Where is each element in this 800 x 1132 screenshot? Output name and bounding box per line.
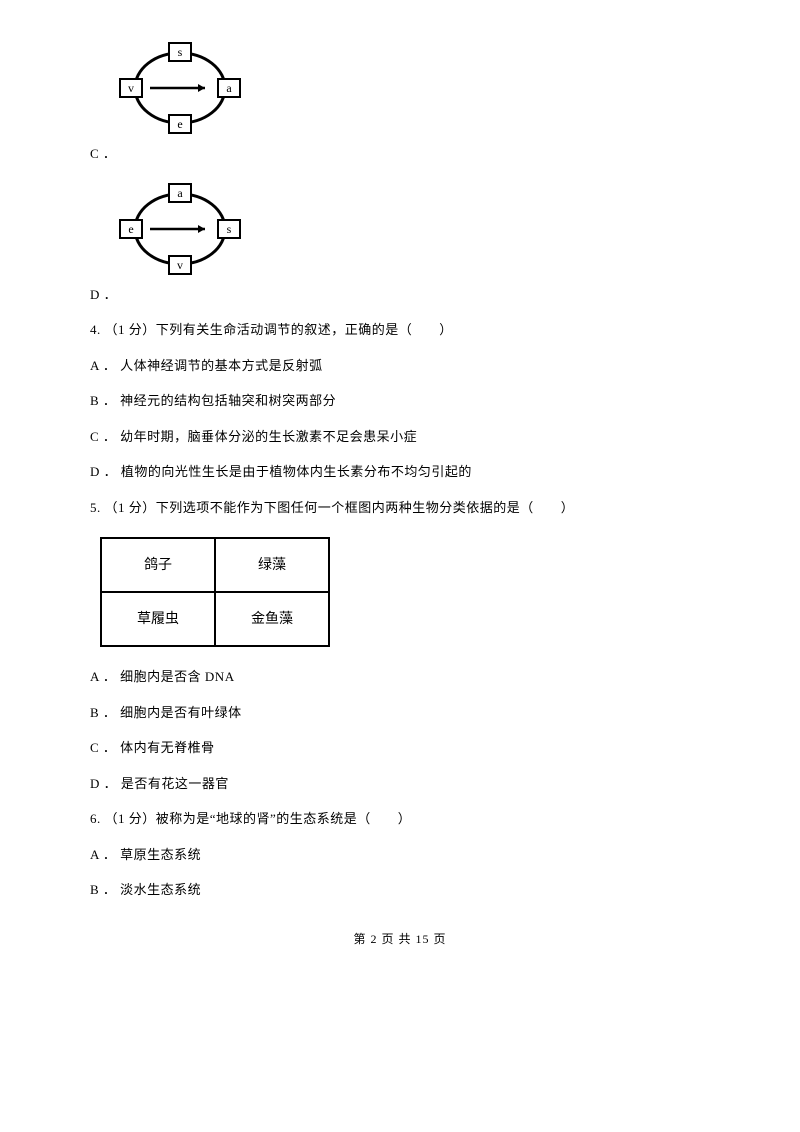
q5-option-d: D ． 是否有花这一器官 [90,774,710,794]
q3-option-c-diagram: s v a e [110,38,710,144]
q3-option-c-label: C ． [90,144,710,164]
q5-option-a: A ． 细胞内是否含 DNA [90,667,710,687]
q6-stem: 6. （1 分）被称为是“地球的肾”的生态系统是（ ） [90,809,710,829]
page-footer: 第 2 页 共 15 页 [90,930,710,948]
node-top: a [177,186,183,200]
node-left: e [128,222,133,236]
exam-page: s v a e C ． a e s v D ． 4. （ [0,0,800,978]
q6-option-b: B ． 淡水生态系统 [90,880,710,900]
q5-stem: 5. （1 分）下列选项不能作为下图任何一个框图内两种生物分类依据的是（ ） [90,498,710,518]
q5-cell-r2c2: 金鱼藻 [215,592,329,646]
q6-option-a: A ． 草原生态系统 [90,845,710,865]
node-right: a [226,81,232,95]
node-right: s [227,222,232,236]
q3-option-d-diagram: a e s v [110,179,710,285]
node-left: v [128,81,134,95]
q5-cell-r1c1: 鸽子 [101,538,215,592]
q4-option-c: C ． 幼年时期，脑垂体分泌的生长激素不足会患呆小症 [90,427,710,447]
node-bottom: e [177,117,182,131]
node-top: s [178,45,183,59]
q4-option-a: A ． 人体神经调节的基本方式是反射弧 [90,356,710,376]
q4-option-d: D ． 植物的向光性生长是由于植物体内生长素分布不均匀引起的 [90,462,710,482]
q4-option-b: B ． 神经元的结构包括轴突和树突两部分 [90,391,710,411]
q5-option-b: B ． 细胞内是否有叶绿体 [90,703,710,723]
q4-stem: 4. （1 分）下列有关生命活动调节的叙述，正确的是（ ） [90,320,710,340]
q3-option-d-label: D ． [90,285,710,305]
node-bottom: v [177,258,183,272]
q5-cell-r2c1: 草履虫 [101,592,215,646]
q5-option-c: C ． 体内有无脊椎骨 [90,738,710,758]
q5-cell-r1c2: 绿藻 [215,538,329,592]
q5-classification-table: 鸽子 绿藻 草履虫 金鱼藻 [100,537,330,647]
